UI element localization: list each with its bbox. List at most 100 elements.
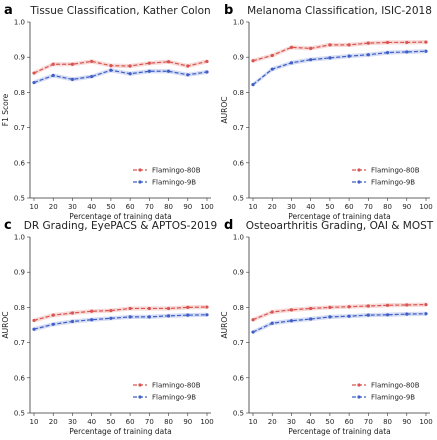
data-point xyxy=(347,43,351,47)
series-band xyxy=(253,49,426,87)
data-point xyxy=(51,73,55,78)
x-tick-label: 60 xyxy=(126,418,135,426)
legend-marker xyxy=(138,180,142,184)
data-point xyxy=(424,40,428,44)
x-tick-label: 70 xyxy=(145,203,154,211)
data-point xyxy=(405,312,409,316)
series-flamingo-80b xyxy=(251,39,428,63)
y-tick-label: 0.5 xyxy=(233,410,244,418)
data-point xyxy=(186,64,190,68)
data-point xyxy=(32,80,36,85)
data-point xyxy=(109,316,113,320)
x-tick-label: 70 xyxy=(364,203,373,211)
data-point xyxy=(309,306,313,311)
x-tick-label: 50 xyxy=(325,203,334,211)
data-point xyxy=(289,308,294,312)
x-tick-label: 10 xyxy=(249,418,258,426)
panel-title: Osteoarthritis Grading, OAI & MOST xyxy=(246,220,434,232)
x-tick-label: 30 xyxy=(68,203,77,211)
x-tick-label: 80 xyxy=(383,418,392,426)
data-point xyxy=(128,72,132,76)
y-tick-label: 0.5 xyxy=(14,410,25,418)
legend-marker xyxy=(138,383,142,387)
data-point xyxy=(347,314,351,318)
data-point xyxy=(70,311,75,315)
series-line xyxy=(33,306,208,322)
data-point xyxy=(251,318,255,322)
data-point xyxy=(166,306,171,311)
series-flamingo-9b xyxy=(251,311,428,335)
series-line xyxy=(33,314,208,330)
legend: Flamingo-80B Flamingo-9B xyxy=(133,382,201,402)
series-flamingo-9b xyxy=(32,312,209,332)
y-tick-label: 0.7 xyxy=(14,339,25,347)
panel-letter: a xyxy=(4,3,13,18)
x-tick-label: 80 xyxy=(383,203,392,211)
data-point xyxy=(289,319,294,323)
series-flamingo-80b xyxy=(251,302,428,322)
series-line xyxy=(252,303,427,321)
data-point xyxy=(270,310,274,314)
data-point xyxy=(347,305,351,309)
legend-marker xyxy=(357,395,361,399)
series-line xyxy=(252,50,427,86)
y-tick-label: 1.0 xyxy=(233,234,244,242)
x-tick-label: 90 xyxy=(402,418,411,426)
x-tick-label: 80 xyxy=(164,418,173,426)
data-point xyxy=(205,313,209,317)
series-line xyxy=(33,69,208,84)
data-point xyxy=(347,54,351,58)
series-band xyxy=(34,68,207,85)
data-point xyxy=(270,67,274,71)
legend-label: Flamingo-9B xyxy=(371,179,415,187)
x-tick-label: 40 xyxy=(87,203,96,211)
y-tick-label: 1.0 xyxy=(14,234,25,242)
data-point xyxy=(328,315,332,319)
data-point xyxy=(424,312,428,316)
y-axis-label: AUROC xyxy=(220,97,229,124)
data-point xyxy=(205,305,209,309)
panel-a: a Tissue Classification, Kather Colon 0.5 0… xyxy=(1,3,214,221)
data-point xyxy=(366,304,370,308)
data-point xyxy=(70,77,75,81)
panel-title: Melanoma Classification, ISIC-2018 xyxy=(247,5,432,17)
data-point xyxy=(51,62,55,66)
x-tick-label: 40 xyxy=(306,418,315,426)
data-point xyxy=(270,321,274,325)
legend-label: Flamingo-80B xyxy=(152,167,201,175)
data-point xyxy=(251,83,255,87)
series-flamingo-9b xyxy=(251,49,428,87)
data-point xyxy=(405,303,409,307)
data-point xyxy=(385,40,390,45)
series-band xyxy=(34,304,207,323)
data-point xyxy=(166,69,171,73)
data-point xyxy=(289,61,294,65)
data-point xyxy=(51,322,55,326)
y-tick-label: 0.8 xyxy=(233,89,244,97)
legend: Flamingo-80B Flamingo-9B xyxy=(352,167,420,187)
data-point xyxy=(186,305,190,309)
legend-marker xyxy=(138,168,142,172)
legend-marker xyxy=(138,395,142,399)
legend-label: Flamingo-80B xyxy=(152,382,201,390)
y-axis-label: AUROC xyxy=(220,312,229,339)
data-point xyxy=(128,306,132,311)
legend-label: Flamingo-80B xyxy=(371,382,420,390)
y-axis-label: AUROC xyxy=(1,312,10,339)
x-tick-label: 40 xyxy=(306,203,315,211)
data-point xyxy=(166,60,171,64)
panel-letter: b xyxy=(224,3,233,18)
data-point xyxy=(128,315,132,319)
series-flamingo-9b xyxy=(32,68,209,85)
data-point xyxy=(90,59,94,64)
y-tick-label: 0.6 xyxy=(14,159,26,167)
x-axis-label: Percentage of training data xyxy=(69,427,172,436)
panel-letter: c xyxy=(4,218,12,233)
x-tick-label: 90 xyxy=(183,203,192,211)
data-point xyxy=(385,303,390,307)
x-tick-label: 70 xyxy=(364,418,373,426)
x-tick-label: 60 xyxy=(126,203,135,211)
x-tick-label: 100 xyxy=(419,203,432,211)
data-point xyxy=(32,71,36,75)
data-point xyxy=(32,327,36,331)
